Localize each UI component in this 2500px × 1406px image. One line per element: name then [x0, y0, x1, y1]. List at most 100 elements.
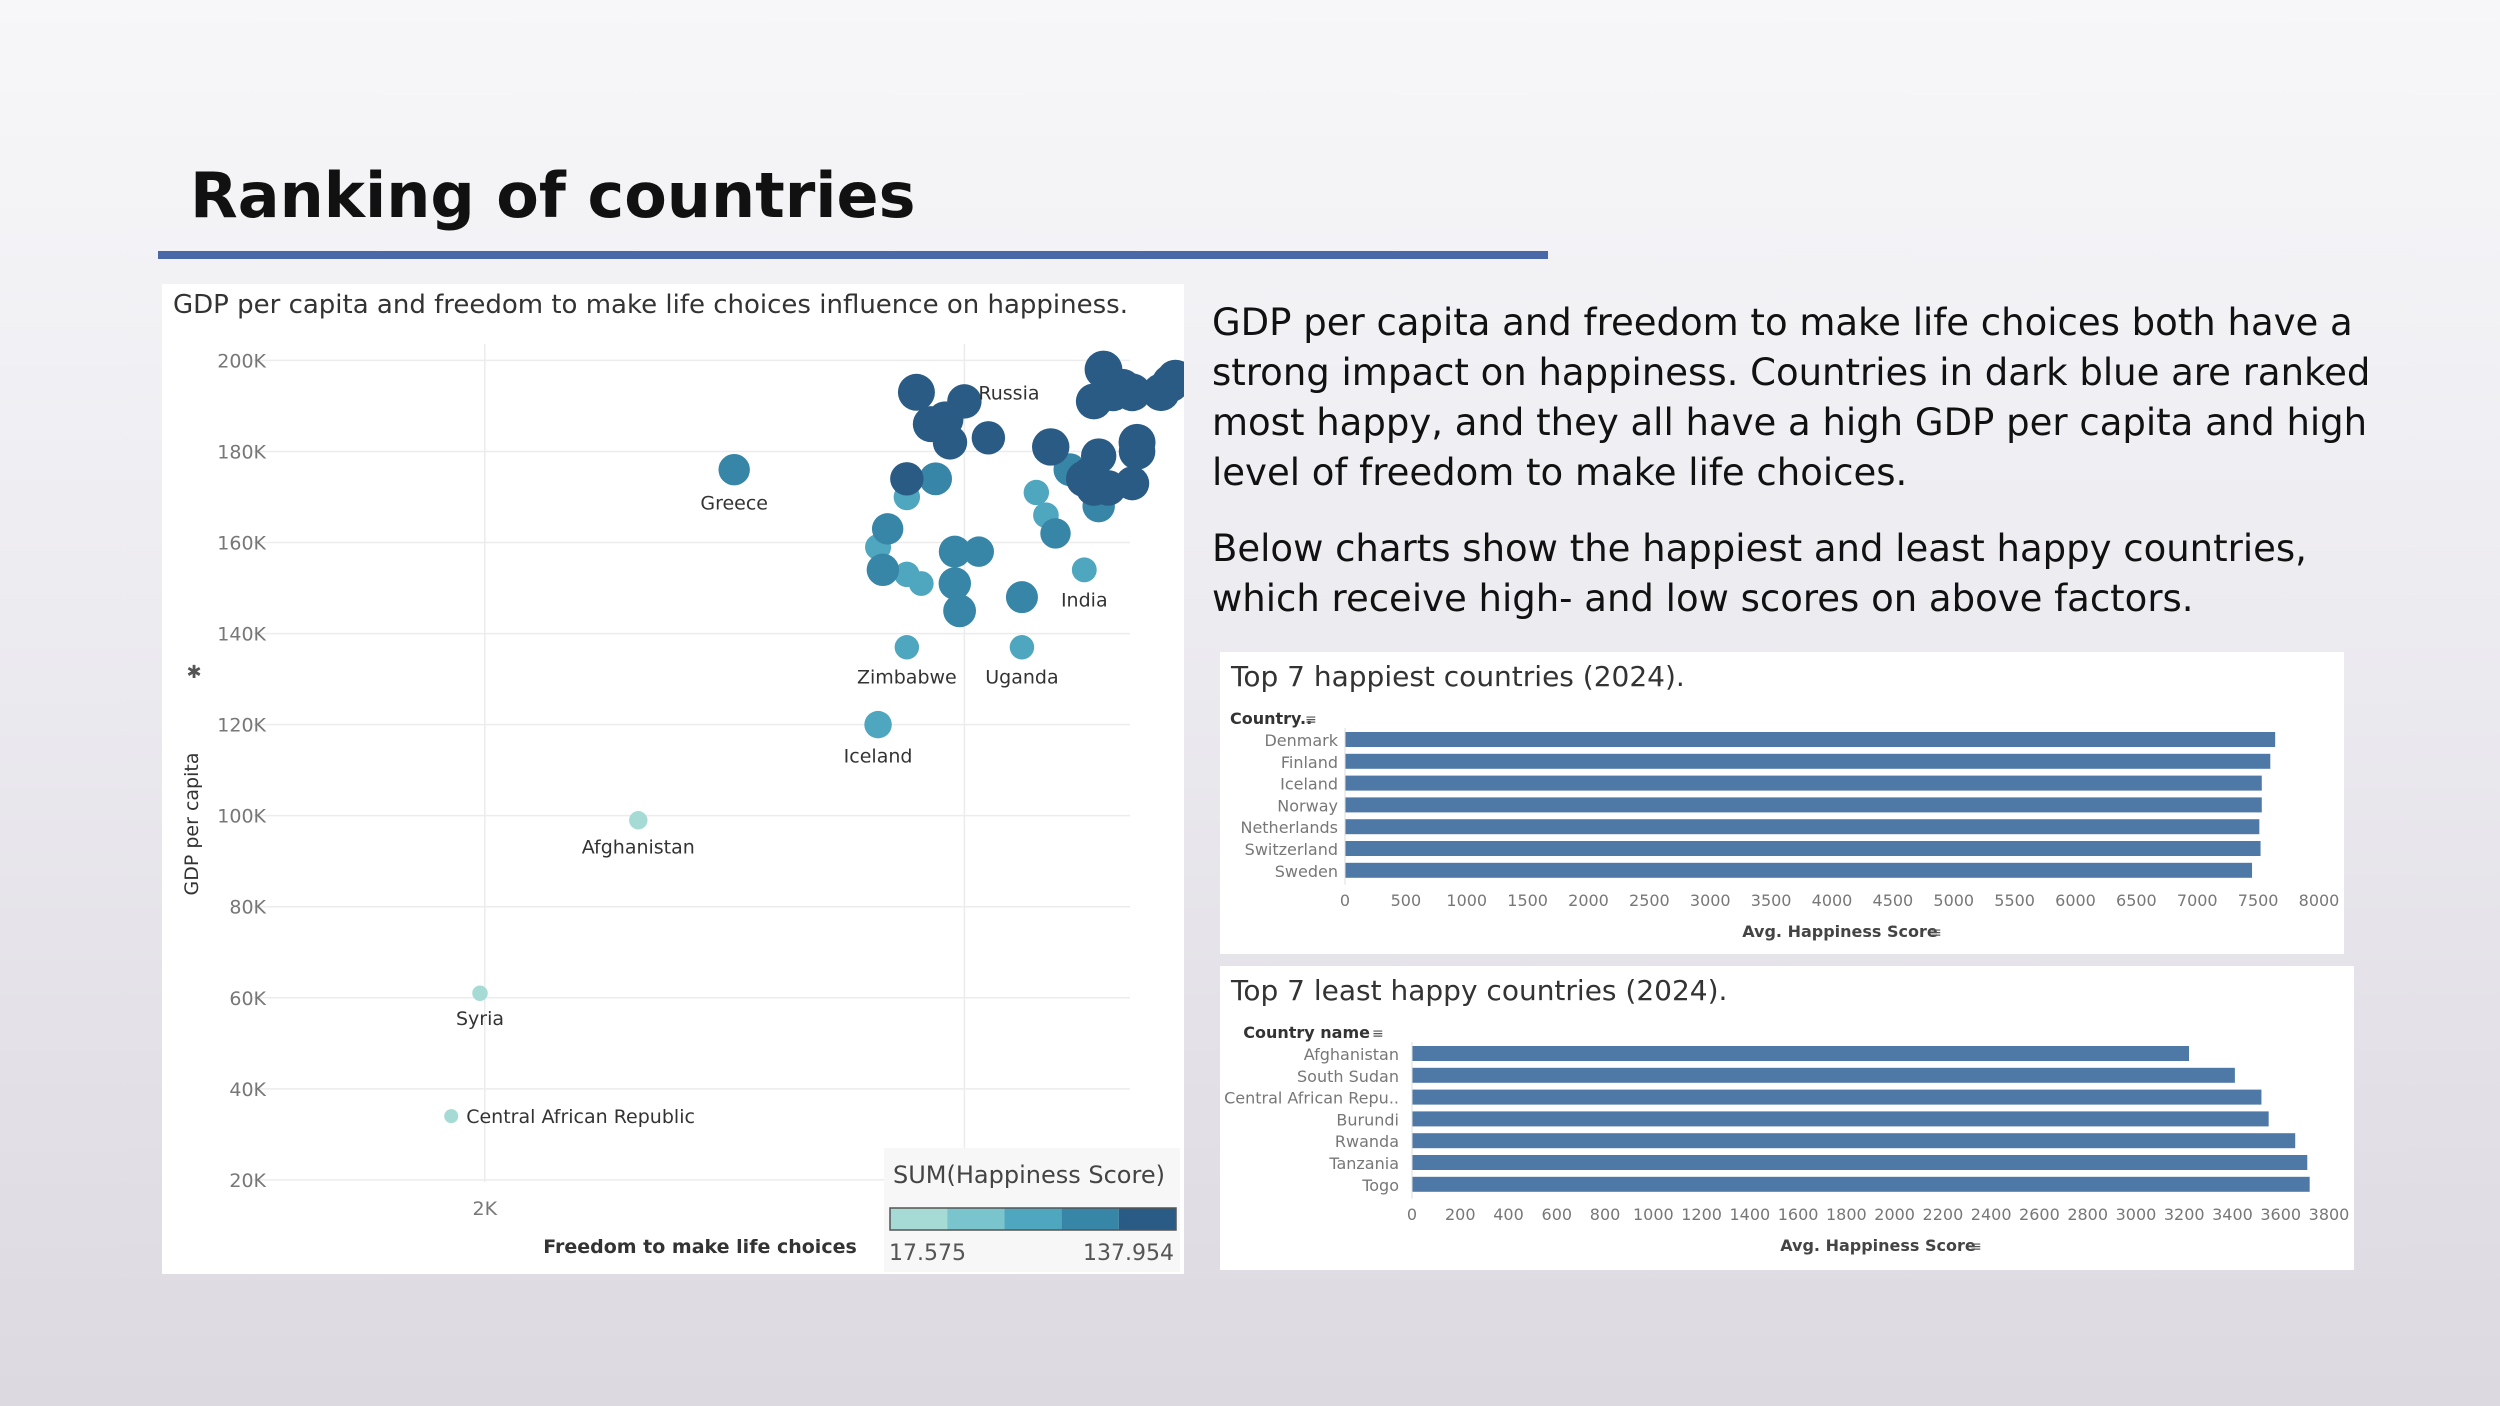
sort-icon: ≡: [1372, 1026, 1384, 1042]
x-tick-label: 400: [1493, 1205, 1524, 1224]
y-tick-label: 160K: [217, 533, 266, 555]
y-tick-label: 60K: [229, 988, 266, 1010]
x-tick-label: 1000: [1633, 1205, 1674, 1224]
bar: [1412, 1046, 2190, 1061]
point-label: Central African Republic: [466, 1106, 695, 1128]
category-label: Switzerland: [1245, 840, 1338, 859]
y-tick-label: 200K: [217, 350, 266, 372]
x-tick-label: 1500: [1507, 891, 1548, 910]
x-tick-label: 600: [1542, 1205, 1573, 1224]
y-tick-label: 120K: [217, 715, 266, 737]
y-tick-label: 40K: [229, 1079, 266, 1101]
x-tick-label: 1000: [1446, 891, 1487, 910]
least-happy-bar-chart-title: Top 7 least happy countries (2024).: [1231, 974, 1728, 1007]
happiest-bar-chart-panel: Top 7 happiest countries (2024). Country…: [1220, 652, 2344, 954]
scatter-point: [919, 462, 953, 496]
category-label: Togo: [1361, 1176, 1399, 1195]
y-tick-label: 100K: [217, 806, 266, 828]
scatter-point: [1032, 428, 1070, 466]
scatter-chart-title: GDP per capita and freedom to make life …: [173, 290, 1128, 320]
scatter-point: [1040, 518, 1071, 549]
description-paragraph-1: GDP per capita and freedom to make life …: [1212, 301, 2371, 494]
x-tick-label: 4500: [1873, 891, 1914, 910]
color-legend-max: 137.954: [1083, 1241, 1174, 1266]
scatter-point: [926, 401, 964, 438]
scatter-point: [1009, 635, 1035, 660]
happiest-bar-chart: Country..≡DenmarkFinlandIcelandNorwayNet…: [1230, 709, 2339, 941]
category-header: Country name: [1243, 1023, 1370, 1042]
x-tick-label: 800: [1590, 1205, 1621, 1224]
scatter-chart-panel: GDP per capita and freedom to make life …: [162, 284, 1184, 1274]
category-label: South Sudan: [1297, 1067, 1399, 1086]
x-tick-label: 3400: [2212, 1205, 2253, 1224]
point-label: Iceland: [844, 745, 913, 767]
x-tick-label: 3000: [2116, 1205, 2157, 1224]
x-tick-label: 2400: [1971, 1205, 2012, 1224]
x-tick-label: 3000: [1690, 891, 1731, 910]
scatter-point: [866, 553, 900, 587]
point-label: Russia: [978, 382, 1039, 404]
x-tick-label: 6000: [2055, 891, 2096, 910]
category-label: Denmark: [1264, 731, 1338, 750]
x-tick-label: 7500: [2238, 891, 2279, 910]
bar: [1412, 1067, 2235, 1083]
x-tick-label: 1600: [1778, 1205, 1819, 1224]
bar: [1345, 862, 2253, 878]
category-label: Rwanda: [1335, 1132, 1399, 1151]
bar: [1345, 819, 2260, 835]
y-tick-label: 180K: [217, 441, 266, 463]
scatter-point: [718, 453, 750, 486]
least-happy-bar-chart-panel: Top 7 least happy countries (2024). Coun…: [1220, 966, 2354, 1270]
scatter-point: [1118, 423, 1156, 461]
color-legend-title: SUM(Happiness Score): [893, 1161, 1165, 1189]
category-label: Sweden: [1275, 862, 1338, 881]
x-tick-label: 2000: [1874, 1205, 1915, 1224]
sort-icon: ≡: [1970, 1239, 1982, 1255]
scatter-point: [1113, 373, 1152, 412]
scatter-point: [1151, 364, 1184, 403]
x-tick-label: 2500: [1629, 891, 1670, 910]
point-label: Syria: [456, 1008, 504, 1030]
color-legend-min: 17.575: [889, 1241, 966, 1266]
scatter-point: [890, 462, 924, 496]
scatter-point: [938, 567, 972, 600]
scatter-point: [1023, 479, 1050, 506]
x-tick-label: 1400: [1729, 1205, 1770, 1224]
scatter-point: [1065, 460, 1103, 498]
category-label: Norway: [1277, 796, 1338, 815]
bar: [1345, 753, 2271, 769]
sort-icon: ≡: [1930, 925, 1942, 941]
scatter-point: [971, 421, 1006, 455]
sort-icon: ≡: [1305, 712, 1317, 728]
x-tick-label: 4000: [1812, 891, 1853, 910]
x-tick-label: 7000: [2177, 891, 2218, 910]
x-tick-label: 3800: [2309, 1205, 2350, 1224]
scatter-point: [864, 710, 892, 739]
scatter-point: [472, 985, 488, 1001]
scatter-point: [444, 1109, 459, 1124]
bar: [1412, 1176, 2310, 1192]
category-header: Country..: [1230, 709, 1312, 728]
x-tick-label: 6500: [2116, 891, 2157, 910]
x-tick-label: 0: [1407, 1205, 1417, 1224]
x-tick-label: 3200: [2164, 1205, 2205, 1224]
scatter-point: [1071, 557, 1097, 583]
x-axis-label: Freedom to make life choices: [543, 1236, 857, 1258]
scatter-point: [894, 561, 920, 588]
legend-swatch: [1061, 1208, 1119, 1230]
category-label: Burundi: [1336, 1110, 1399, 1129]
x-axis-label: Avg. Happiness Score: [1780, 1236, 1976, 1255]
bar: [1412, 1133, 2296, 1149]
bar: [1345, 775, 2262, 791]
point-label: Zimbabwe: [857, 666, 957, 688]
x-tick-label: 2200: [1923, 1205, 1964, 1224]
x-tick-label: 1200: [1681, 1205, 1722, 1224]
category-label: Iceland: [1280, 775, 1338, 794]
title-underline: [158, 251, 1548, 259]
point-label: Afghanistan: [582, 836, 695, 858]
x-tick-label: 1800: [1826, 1205, 1867, 1224]
bar: [1345, 841, 2261, 856]
legend-swatch: [890, 1208, 948, 1230]
legend-swatch: [1004, 1208, 1062, 1230]
